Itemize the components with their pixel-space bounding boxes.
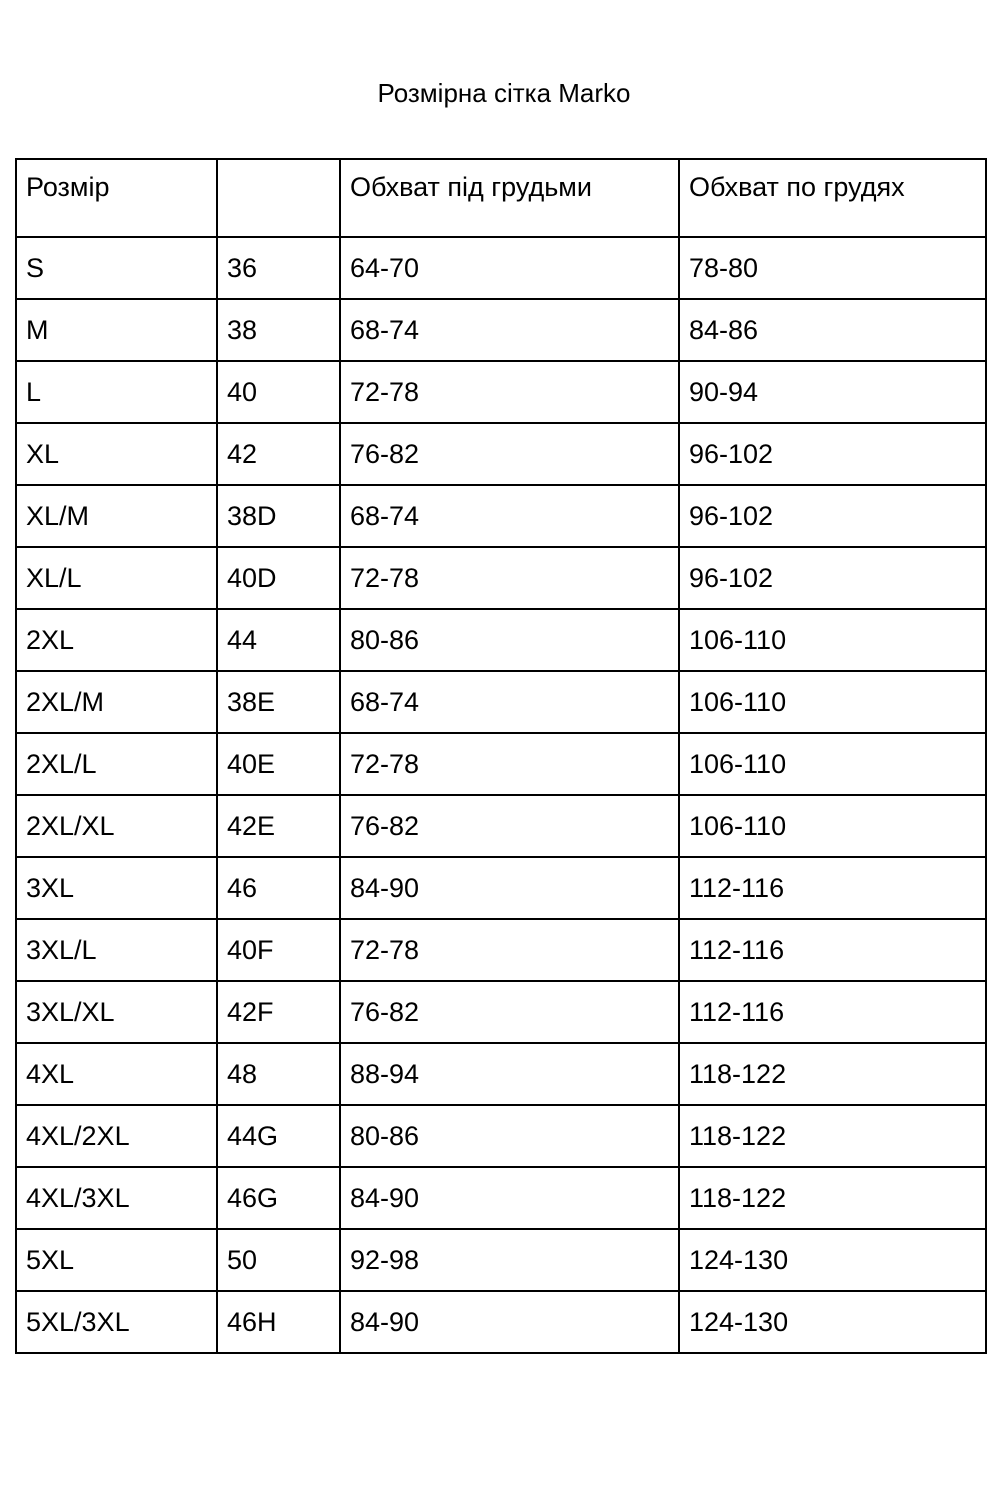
cell-bust: 90-94	[678, 360, 987, 424]
cell-size: XL	[15, 422, 218, 486]
cell-code: 38D	[216, 484, 341, 548]
cell-bust: 106-110	[678, 608, 987, 672]
cell-code: 42	[216, 422, 341, 486]
table-row: 4XL 48 88-94 118-122	[15, 1042, 987, 1106]
cell-code: 46G	[216, 1166, 341, 1230]
cell-bust: 106-110	[678, 794, 987, 858]
cell-size: 2XL	[15, 608, 218, 672]
cell-underbust: 80-86	[339, 608, 680, 672]
cell-code: 38	[216, 298, 341, 362]
cell-code: 40D	[216, 546, 341, 610]
cell-code: 48	[216, 1042, 341, 1106]
cell-size: 2XL/XL	[15, 794, 218, 858]
cell-underbust: 84-90	[339, 1290, 680, 1354]
page-title: Розмірна сітка Marko	[377, 78, 631, 108]
cell-underbust: 84-90	[339, 856, 680, 920]
cell-size: 3XL/XL	[15, 980, 218, 1044]
cell-underbust: 72-78	[339, 918, 680, 982]
cell-code: 44	[216, 608, 341, 672]
cell-size: 2XL/L	[15, 732, 218, 796]
cell-underbust: 72-78	[339, 546, 680, 610]
table-row: 2XL 44 80-86 106-110	[15, 608, 987, 672]
table-row: S 36 64-70 78-80	[15, 236, 987, 300]
cell-size: L	[15, 360, 218, 424]
cell-bust: 112-116	[678, 980, 987, 1044]
table-row: 5XL/3XL 46H 84-90 124-130	[15, 1290, 987, 1354]
cell-underbust: 92-98	[339, 1228, 680, 1292]
cell-code: 46	[216, 856, 341, 920]
header-code	[216, 158, 341, 238]
table-row: 4XL/3XL 46G 84-90 118-122	[15, 1166, 987, 1230]
header-bust: Обхват по грудях	[678, 158, 987, 238]
cell-bust: 106-110	[678, 670, 987, 734]
cell-size: M	[15, 298, 218, 362]
cell-underbust: 72-78	[339, 360, 680, 424]
cell-code: 40E	[216, 732, 341, 796]
cell-size: 3XL	[15, 856, 218, 920]
cell-underbust: 64-70	[339, 236, 680, 300]
table-header-row: Розмір Обхват під грудьми Обхват по груд…	[15, 158, 987, 238]
cell-bust: 84-86	[678, 298, 987, 362]
cell-bust: 112-116	[678, 856, 987, 920]
cell-underbust: 84-90	[339, 1166, 680, 1230]
cell-code: 50	[216, 1228, 341, 1292]
cell-size: 3XL/L	[15, 918, 218, 982]
table-row: L 40 72-78 90-94	[15, 360, 987, 424]
cell-bust: 96-102	[678, 422, 987, 486]
cell-size: 4XL	[15, 1042, 218, 1106]
cell-underbust: 68-74	[339, 670, 680, 734]
cell-bust: 118-122	[678, 1166, 987, 1230]
header-underbust: Обхват під грудьми	[339, 158, 680, 238]
cell-size: XL/M	[15, 484, 218, 548]
cell-bust: 118-122	[678, 1104, 987, 1168]
cell-code: 44G	[216, 1104, 341, 1168]
header-size: Розмір	[15, 158, 218, 238]
cell-code: 38E	[216, 670, 341, 734]
cell-bust: 96-102	[678, 484, 987, 548]
cell-underbust: 76-82	[339, 980, 680, 1044]
cell-underbust: 68-74	[339, 484, 680, 548]
cell-code: 42F	[216, 980, 341, 1044]
cell-bust: 112-116	[678, 918, 987, 982]
table-row: XL/M 38D 68-74 96-102	[15, 484, 987, 548]
table-row: M 38 68-74 84-86	[15, 298, 987, 362]
table-row: 4XL/2XL 44G 80-86 118-122	[15, 1104, 987, 1168]
cell-bust: 118-122	[678, 1042, 987, 1106]
cell-size: 4XL/3XL	[15, 1166, 218, 1230]
cell-size: 5XL/3XL	[15, 1290, 218, 1354]
cell-size: 2XL/M	[15, 670, 218, 734]
cell-size: 5XL	[15, 1228, 218, 1292]
cell-size: XL/L	[15, 546, 218, 610]
table-row: 5XL 50 92-98 124-130	[15, 1228, 987, 1292]
cell-bust: 124-130	[678, 1228, 987, 1292]
cell-code: 46H	[216, 1290, 341, 1354]
cell-code: 40	[216, 360, 341, 424]
cell-underbust: 88-94	[339, 1042, 680, 1106]
cell-underbust: 76-82	[339, 794, 680, 858]
cell-underbust: 76-82	[339, 422, 680, 486]
table-row: XL/L 40D 72-78 96-102	[15, 546, 987, 610]
table-row: 3XL/XL 42F 76-82 112-116	[15, 980, 987, 1044]
cell-bust: 106-110	[678, 732, 987, 796]
cell-underbust: 68-74	[339, 298, 680, 362]
table-row: 3XL/L 40F 72-78 112-116	[15, 918, 987, 982]
cell-underbust: 80-86	[339, 1104, 680, 1168]
table-row: 2XL/XL 42E 76-82 106-110	[15, 794, 987, 858]
cell-code: 42E	[216, 794, 341, 858]
table-row: 3XL 46 84-90 112-116	[15, 856, 987, 920]
cell-bust: 96-102	[678, 546, 987, 610]
table-row: XL 42 76-82 96-102	[15, 422, 987, 486]
table-row: 2XL/L 40E 72-78 106-110	[15, 732, 987, 796]
cell-size: S	[15, 236, 218, 300]
table-row: 2XL/M 38E 68-74 106-110	[15, 670, 987, 734]
cell-bust: 124-130	[678, 1290, 987, 1354]
cell-underbust: 72-78	[339, 732, 680, 796]
cell-bust: 78-80	[678, 236, 987, 300]
cell-code: 40F	[216, 918, 341, 982]
size-chart-table: Розмір Обхват під грудьми Обхват по груд…	[15, 158, 987, 1354]
cell-code: 36	[216, 236, 341, 300]
cell-size: 4XL/2XL	[15, 1104, 218, 1168]
